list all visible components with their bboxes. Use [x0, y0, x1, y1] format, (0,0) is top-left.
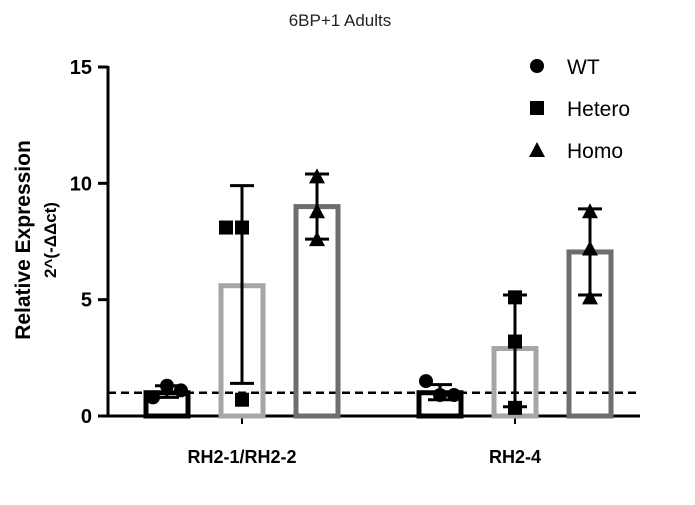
- data-point-wt: [447, 388, 461, 403]
- data-point-hetero: [235, 220, 249, 235]
- x-tick-label: RH2-4: [489, 447, 541, 467]
- data-point-hetero: [219, 220, 233, 235]
- data-point-wt: [419, 374, 433, 389]
- y-axis-label-formula: 2^(-ΔΔct): [41, 202, 60, 278]
- x-tick-label: RH2-1/RH2-2: [187, 447, 296, 467]
- legend-label: WT: [567, 56, 600, 79]
- y-tick-label: 15: [70, 57, 92, 79]
- data-point-homo: [582, 240, 598, 256]
- data-point-homo: [309, 168, 325, 184]
- data-point-wt: [160, 378, 174, 393]
- data-point-homo: [309, 231, 325, 247]
- data-point-wt: [433, 388, 447, 403]
- chart-title: 6BP+1 Adults: [289, 11, 392, 30]
- data-point-hetero: [235, 392, 249, 407]
- data-point-wt: [174, 383, 188, 398]
- data-point-homo: [582, 289, 598, 305]
- legend-triangle-icon: [529, 142, 545, 157]
- data-point-homo: [582, 203, 598, 219]
- data-point-wt: [146, 390, 160, 405]
- data-point-hetero: [508, 290, 522, 305]
- y-axis-label: Relative Expression: [12, 140, 35, 340]
- y-tick-label: 5: [81, 290, 92, 312]
- legend-label: Hetero: [567, 98, 630, 121]
- data-point-hetero: [508, 334, 522, 349]
- data-point-homo: [309, 203, 325, 219]
- y-tick-label: 0: [81, 406, 92, 428]
- legend-label: Homo: [567, 140, 623, 163]
- legend-circle-icon: [530, 59, 544, 73]
- legend-square-icon: [530, 101, 544, 115]
- data-point-hetero: [508, 400, 522, 415]
- y-tick-label: 10: [70, 173, 92, 195]
